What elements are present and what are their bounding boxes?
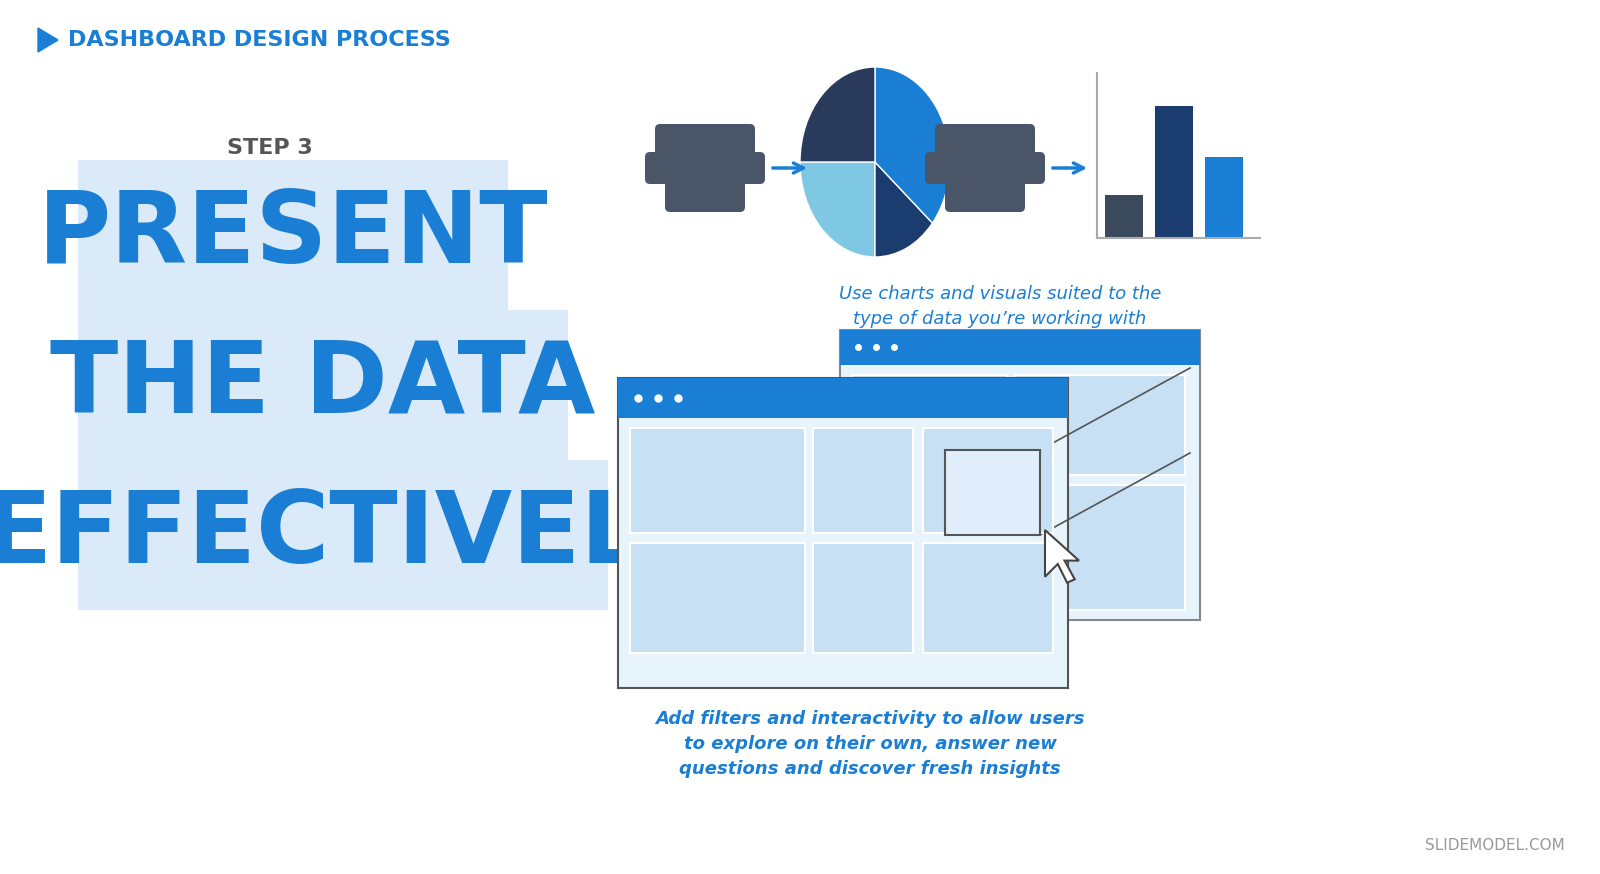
Bar [78, 160, 509, 310]
Wedge shape [800, 162, 875, 257]
FancyBboxPatch shape [645, 152, 765, 184]
Bar [618, 378, 1069, 418]
Text: PRESENT: PRESENT [38, 186, 549, 283]
Wedge shape [875, 67, 950, 223]
Bar [813, 543, 914, 653]
Bar [1106, 195, 1142, 238]
Text: SLIDEMODEL.COM: SLIDEMODEL.COM [1426, 837, 1565, 852]
Bar [630, 543, 805, 653]
Bar [1014, 485, 1186, 610]
Bar [78, 460, 608, 610]
Wedge shape [875, 162, 933, 257]
FancyBboxPatch shape [654, 124, 755, 156]
Bar [923, 543, 1053, 653]
Bar [618, 378, 1069, 688]
Text: EFFECTIVELY: EFFECTIVELY [0, 487, 702, 584]
FancyBboxPatch shape [666, 180, 746, 212]
Bar [1155, 107, 1194, 238]
Bar [630, 428, 805, 533]
Bar [1014, 375, 1186, 475]
Text: type of data you’re working with: type of data you’re working with [853, 310, 1147, 328]
Bar [840, 330, 1200, 365]
Bar [923, 428, 1053, 533]
FancyBboxPatch shape [934, 124, 1035, 156]
Bar [78, 310, 568, 460]
Text: THE DATA: THE DATA [50, 336, 595, 434]
FancyBboxPatch shape [925, 152, 1045, 184]
Bar [813, 428, 914, 533]
Text: to explore on their own, answer new: to explore on their own, answer new [683, 735, 1056, 753]
Bar [1205, 157, 1243, 238]
Text: STEP 3: STEP 3 [227, 138, 314, 158]
Bar [840, 330, 1200, 620]
Wedge shape [800, 67, 875, 162]
Text: DASHBOARD DESIGN PROCESS: DASHBOARD DESIGN PROCESS [67, 30, 451, 50]
Text: Add filters and interactivity to allow users: Add filters and interactivity to allow u… [656, 710, 1085, 728]
Text: questions and discover fresh insights: questions and discover fresh insights [678, 760, 1061, 778]
Text: Use charts and visuals suited to the: Use charts and visuals suited to the [838, 285, 1162, 303]
Bar [851, 375, 1006, 475]
Polygon shape [1045, 530, 1078, 583]
Bar [851, 485, 1006, 610]
Bar [946, 450, 1040, 535]
Polygon shape [38, 28, 58, 52]
FancyBboxPatch shape [946, 180, 1026, 212]
